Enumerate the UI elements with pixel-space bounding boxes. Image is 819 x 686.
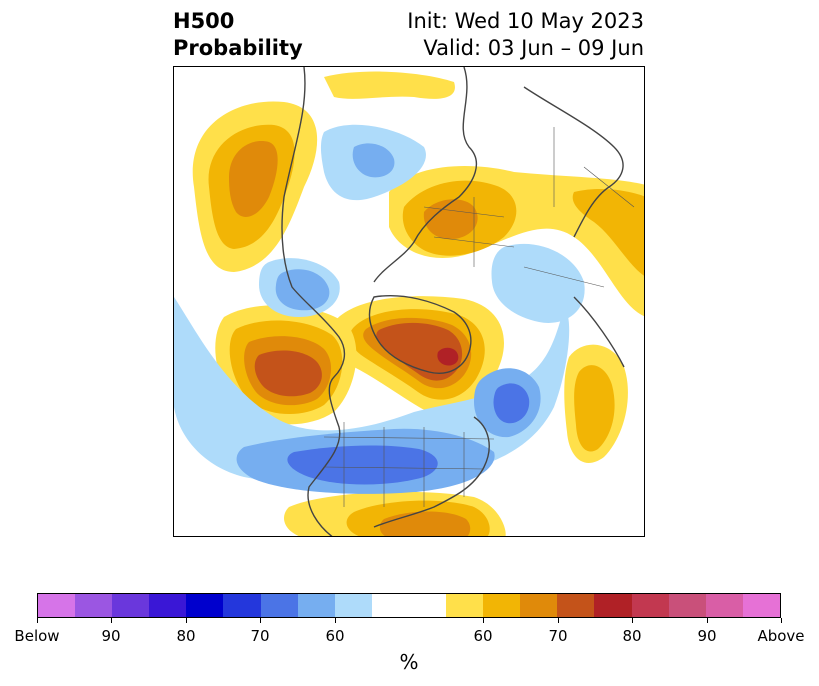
political-borders xyxy=(323,127,635,507)
above-region-east-asia xyxy=(572,189,644,277)
variable-title: H500 xyxy=(173,9,235,33)
coastlines xyxy=(281,67,625,536)
title-block-right: Init: Wed 10 May 2023 Valid: 03 Jun – 09… xyxy=(407,8,644,62)
colorbar-tick-label: 60 xyxy=(473,627,493,645)
colorbar-tick-label: 70 xyxy=(250,627,270,645)
anomaly-fields xyxy=(174,71,644,536)
colorbar-segment xyxy=(149,594,187,617)
colorbar-segment xyxy=(557,594,595,617)
colorbar-segment xyxy=(297,594,335,617)
colorbar xyxy=(37,593,781,618)
above-region-atlantic-inner xyxy=(574,365,615,452)
colorbar-tick-label: 80 xyxy=(622,627,642,645)
colorbar-tick-mark xyxy=(335,618,336,623)
colorbar-tick-mark xyxy=(558,618,559,623)
colorbar-tick-label: Above xyxy=(757,627,805,645)
colorbar-tick-mark xyxy=(37,618,38,623)
colorbar-segment xyxy=(223,594,261,617)
below-region-pacific-band xyxy=(174,297,570,485)
colorbar-tick-mark xyxy=(260,618,261,623)
colorbar-segment xyxy=(668,594,706,617)
below-region-atlantic-core xyxy=(493,383,530,424)
colorbar-units: % xyxy=(399,650,419,674)
colorbar-segment xyxy=(594,594,632,617)
colorbar-segment xyxy=(112,594,150,617)
below-region-us-core xyxy=(287,445,438,485)
colorbar-tick-label: 90 xyxy=(697,627,717,645)
colorbar-segment xyxy=(260,594,298,617)
colorbar-segment xyxy=(742,594,780,617)
below-region-arctic-russia-inner xyxy=(352,143,395,178)
colorbar-segment xyxy=(446,594,484,617)
above-region-ne-pacific-core xyxy=(254,350,322,397)
colorbar-segment xyxy=(334,594,372,617)
colorbar-tick-mark xyxy=(707,618,708,623)
colorbar-segment xyxy=(371,594,447,617)
colorbar-tick-mark xyxy=(186,618,187,623)
above-region-arctic-max xyxy=(437,347,459,366)
colorbar-segment xyxy=(483,594,521,617)
colorbar-tick-label: 60 xyxy=(325,627,345,645)
colorbar-tick-label: Below xyxy=(14,627,60,645)
above-region-eurasia-core xyxy=(423,199,478,240)
title-block-left: H500 Probability xyxy=(173,8,303,62)
colorbar-segment xyxy=(705,594,743,617)
colorbar-tick-mark xyxy=(632,618,633,623)
colorbar-tick-mark xyxy=(111,618,112,623)
colorbar-segment xyxy=(520,594,558,617)
map-canvas xyxy=(174,67,644,536)
probability-map xyxy=(173,66,645,537)
above-region-nw-pacific-core xyxy=(229,141,278,217)
below-region-scandinavia xyxy=(491,243,585,323)
colorbar-tick-label: 80 xyxy=(176,627,196,645)
colorbar-tick-label: 70 xyxy=(548,627,568,645)
above-region-north-strip xyxy=(324,71,455,99)
above-region-arctic-core xyxy=(376,322,463,381)
colorbar-tick-mark xyxy=(781,618,782,623)
colorbar-segment xyxy=(631,594,669,617)
init-date: Init: Wed 10 May 2023 xyxy=(407,9,644,33)
valid-range: Valid: 03 Jun – 09 Jun xyxy=(423,36,644,60)
colorbar-tick-mark xyxy=(483,618,484,623)
colorbar-segment xyxy=(186,594,224,617)
colorbar-segment xyxy=(75,594,113,617)
product-title: Probability xyxy=(173,36,303,60)
colorbar-tick-label: 90 xyxy=(101,627,121,645)
colorbar-segment xyxy=(38,594,76,617)
